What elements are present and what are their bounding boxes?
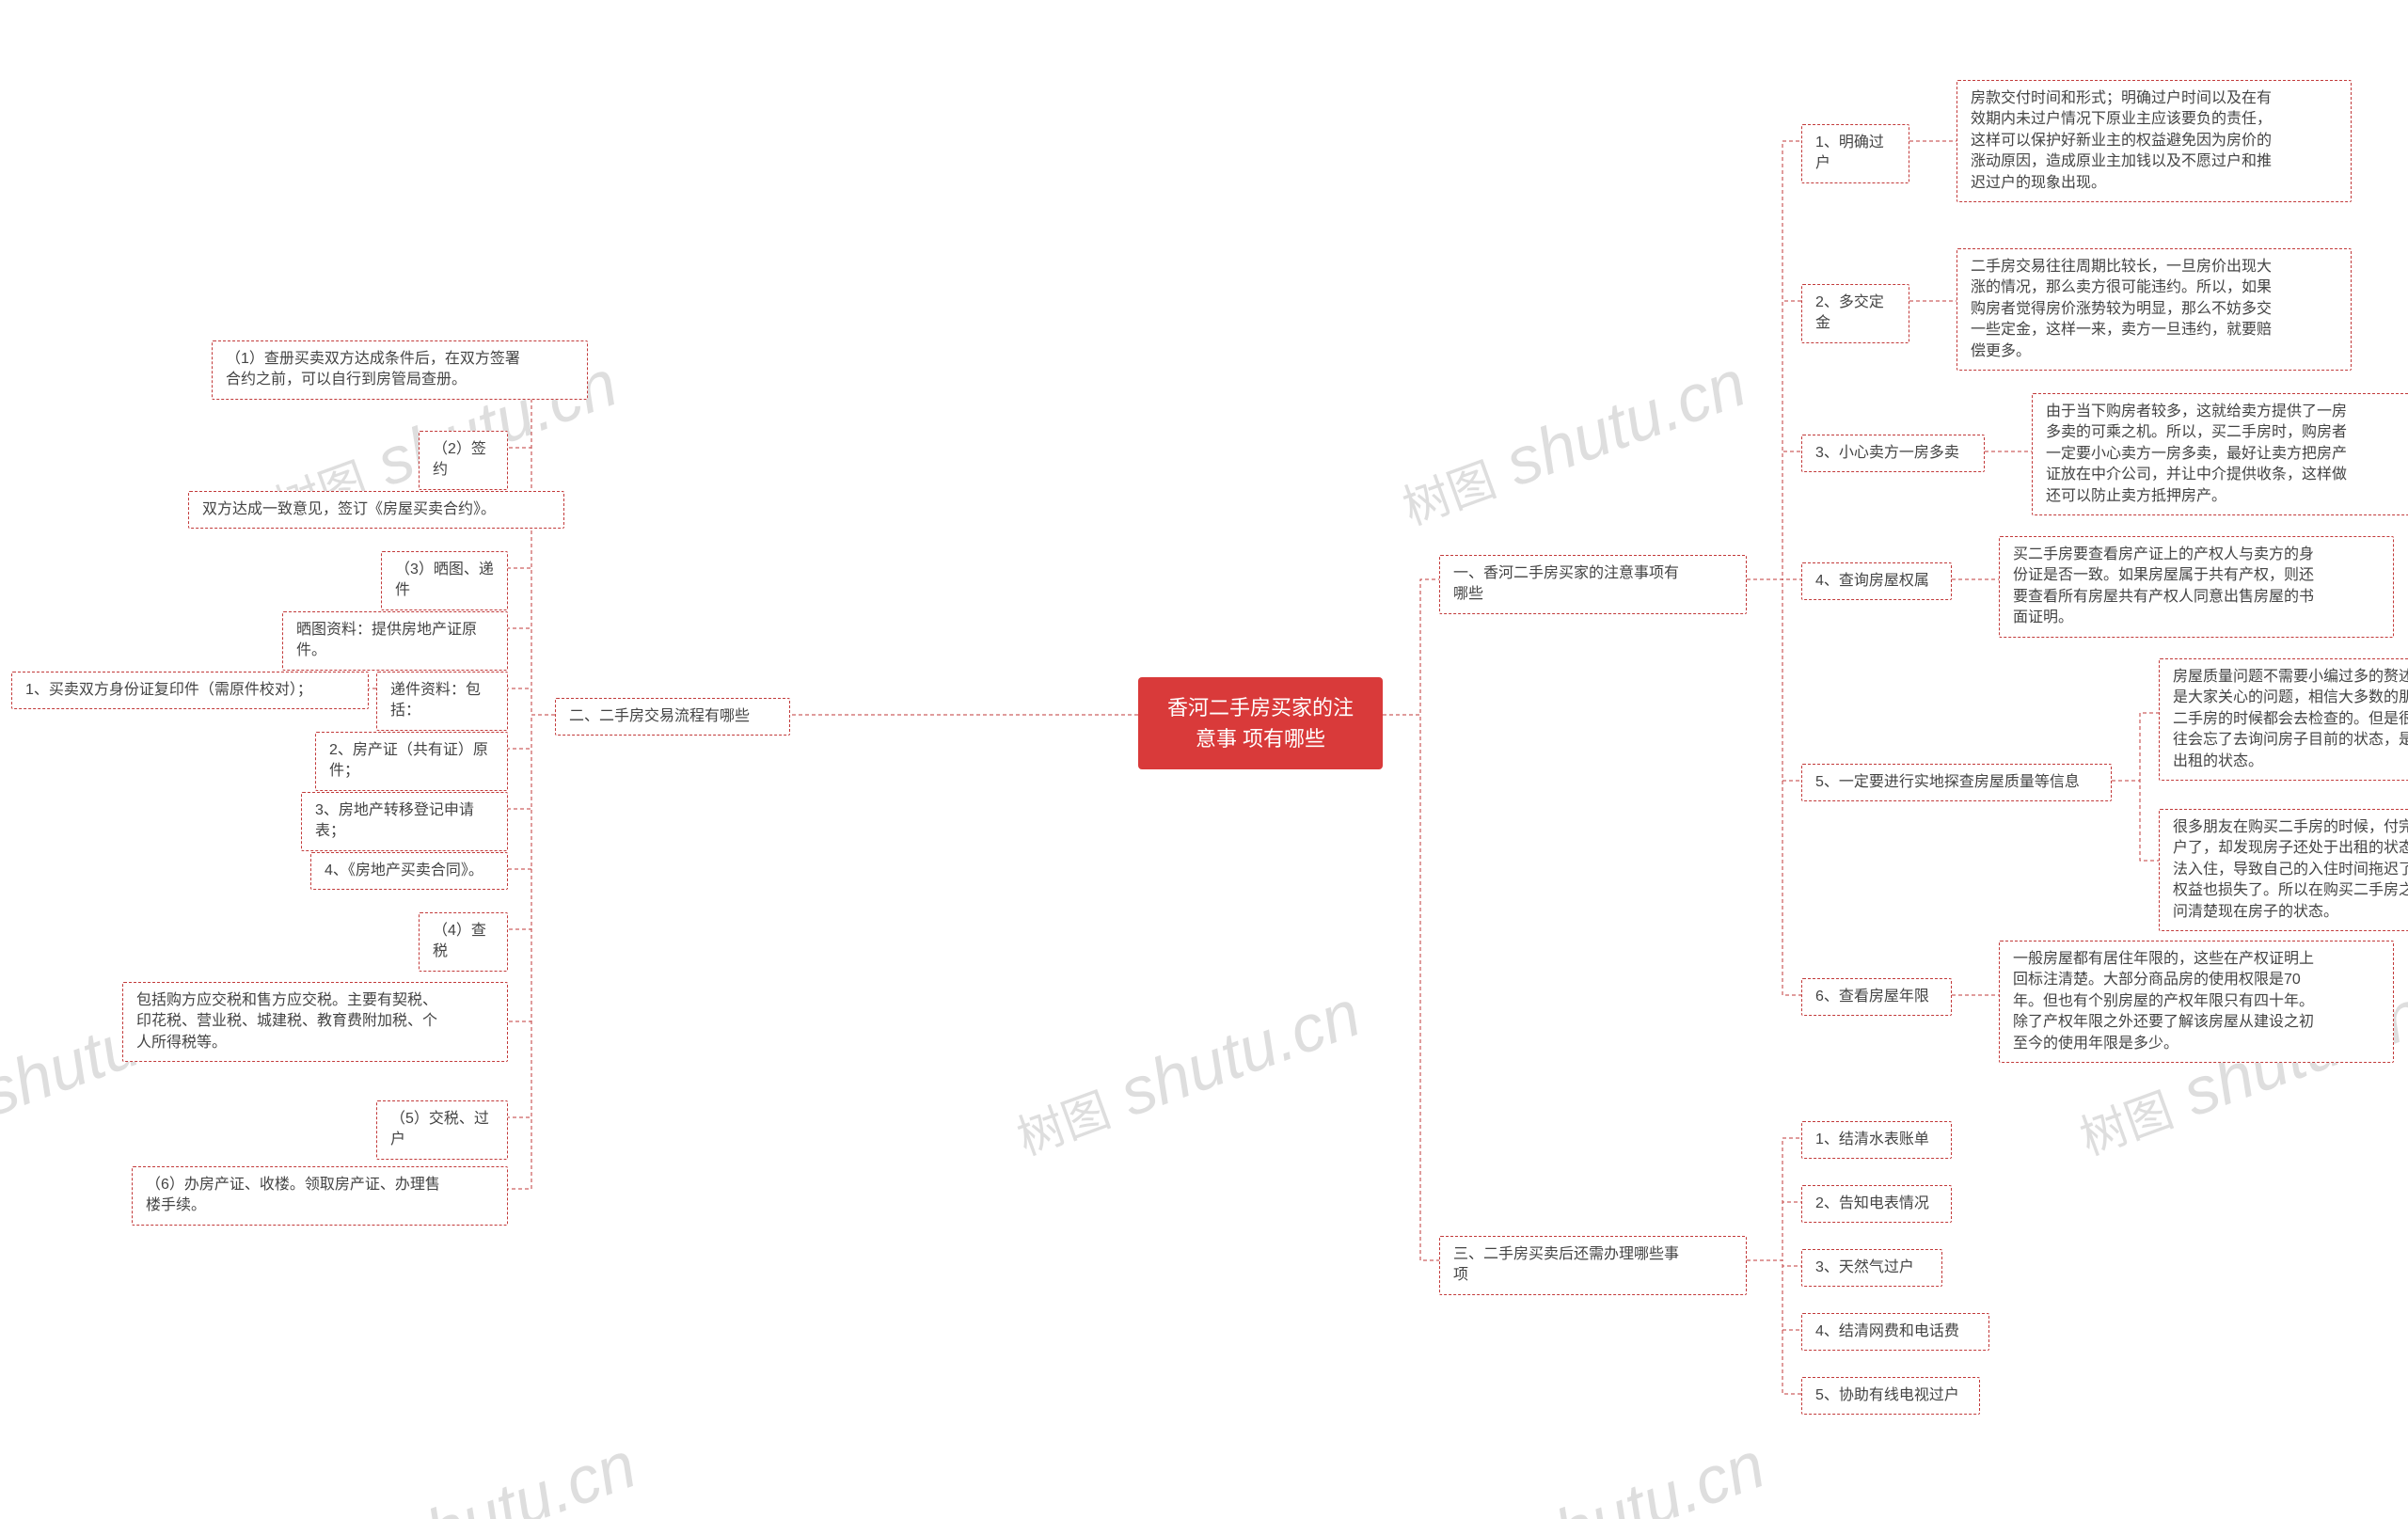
- mindmap-canvas: 树图 shutu.cn 树图 shutu.cn 树图 shutu.cn 树图 s…: [0, 0, 2408, 1519]
- watermark: 树图 shutu.cn: [1409, 1427, 1774, 1519]
- branch-3: 三、二手房买卖后还需办理哪些事 项: [1439, 1236, 1747, 1295]
- b1-n1: 1、明确过户: [1801, 124, 1909, 183]
- b1-n5-detail-a: 房屋质量问题不需要小编过多的赘述了，这都 是大家关心的问题，相信大多数的朋友在购…: [2159, 658, 2408, 781]
- watermark: 树图 shutu.cn: [1005, 975, 1370, 1170]
- b1-n1-detail: 房款交付时间和形式；明确过户时间以及在有 效期内未过户情况下原业主应该要负的责任…: [1956, 80, 2352, 202]
- b3-i3: 3、天然气过户: [1801, 1249, 1942, 1287]
- b2-s3b1: 1、买卖双方身份证复印件（需原件校对）；: [11, 672, 369, 709]
- b2-s4a: 包括购方应交税和售方应交税。主要有契税、 印花税、营业税、城建税、教育费附加税、…: [122, 982, 508, 1062]
- branch-2: 二、二手房交易流程有哪些: [555, 698, 790, 736]
- b2-s6: （6）办房产证、收楼。领取房产证、办理售 楼手续。: [132, 1166, 508, 1226]
- b1-n3: 3、小心卖方一房多卖: [1801, 435, 1985, 472]
- b1-n5: 5、一定要进行实地探查房屋质量等信息: [1801, 764, 2112, 801]
- b1-n2: 2、多交定金: [1801, 284, 1909, 343]
- watermark: 树图 shutu.cn: [1390, 345, 1755, 540]
- b1-n3-detail: 由于当下购房者较多，这就给卖方提供了一房 多卖的可乘之机。所以，买二手房时，购房…: [2032, 393, 2408, 515]
- b3-i4: 4、结清网费和电话费: [1801, 1313, 1989, 1351]
- watermark: 树图 shutu.cn: [280, 1427, 645, 1519]
- b2-s3b4: 4、《房地产买卖合同》。: [310, 852, 508, 890]
- b2-s3b3: 3、房地产转移登记申请表；: [301, 792, 508, 851]
- b3-i1: 1、结清水表账单: [1801, 1121, 1952, 1159]
- b2-s3: （3）晒图、递件: [381, 551, 508, 610]
- b2-s3b2: 2、房产证（共有证）原件；: [315, 732, 508, 791]
- b3-i5: 5、协助有线电视过户: [1801, 1377, 1980, 1415]
- b2-s3b: 递件资料：包括：: [376, 672, 508, 731]
- b1-n4: 4、查询房屋权属: [1801, 562, 1952, 600]
- b1-n4-detail: 买二手房要查看房产证上的产权人与卖方的身 份证是否一致。如果房屋属于共有产权，则…: [1999, 536, 2394, 638]
- b2-s2: （2）签约: [419, 431, 508, 490]
- b1-n6-detail: 一般房屋都有居住年限的，这些在产权证明上 回标注清楚。大部分商品房的使用权限是7…: [1999, 941, 2394, 1063]
- b3-i2: 2、告知电表情况: [1801, 1185, 1952, 1223]
- branch-1: 一、香河二手房买家的注意事项有 哪些: [1439, 555, 1747, 614]
- b1-n5-detail-b: 很多朋友在购买二手房的时候，付完款了过完 户了，却发现房子还处于出租的状态，根本…: [2159, 809, 2408, 931]
- b2-s3a: 晒图资料：提供房地产证原件。: [282, 611, 508, 671]
- root-node: 香河二手房买家的注意事 项有哪些: [1138, 677, 1383, 769]
- b2-s2a: 双方达成一致意见，签订《房屋买卖合约》。: [188, 491, 564, 529]
- b1-n6: 6、查看房屋年限: [1801, 978, 1952, 1016]
- b1-n2-detail: 二手房交易往往周期比较长，一旦房价出现大 涨的情况，那么卖方很可能违约。所以，如…: [1956, 248, 2352, 371]
- b2-s5: （5）交税、过户: [376, 1100, 508, 1160]
- b2-s4: （4）查税: [419, 912, 508, 972]
- b2-s1: （1）查册买卖双方达成条件后，在双方签署 合约之前，可以自行到房管局查册。: [212, 340, 588, 400]
